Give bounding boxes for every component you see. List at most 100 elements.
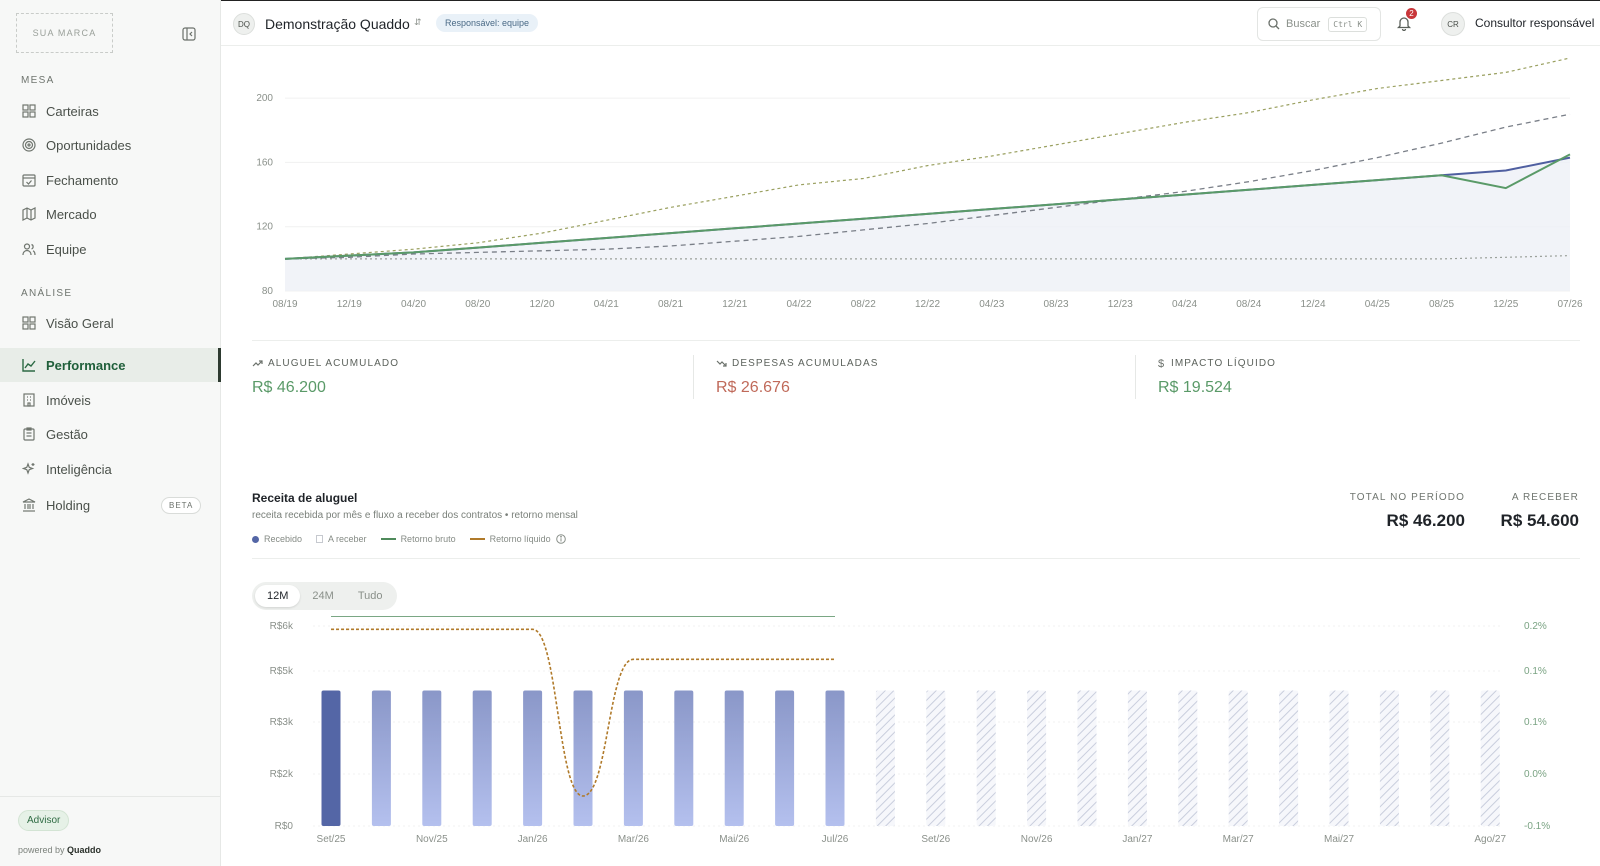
sidebar-item-label: Mercado: [46, 206, 97, 222]
user-avatar[interactable]: CR: [1441, 12, 1465, 36]
x-tick-label: 12/20: [529, 299, 554, 310]
x-tick-label: 08/24: [1236, 299, 1261, 310]
bar-received: [472, 690, 492, 826]
line-chart-icon: [22, 358, 36, 372]
x-tick-label: Nov/26: [1021, 834, 1053, 845]
bar-received: [775, 690, 795, 826]
bank-icon: [22, 498, 36, 512]
x-tick-label: 08/23: [1043, 299, 1068, 310]
y2-tick-label: 0.0%: [1524, 769, 1547, 780]
dollar-icon: $: [1158, 358, 1166, 370]
building-icon: [22, 393, 36, 407]
x-tick-label: Nov/25: [416, 834, 448, 845]
sidebar-item-holding[interactable]: Holding BETA: [0, 488, 221, 522]
sidebar-collapse-icon[interactable]: [182, 27, 196, 41]
map-icon: [22, 207, 36, 221]
sidebar-item-carteiras[interactable]: Carteiras: [0, 94, 221, 128]
calendar-check-icon: [22, 173, 36, 187]
range-24m-button[interactable]: 24M: [312, 590, 334, 602]
kpi-value: R$ 46.200: [252, 379, 326, 396]
sidebar-item-imoveis[interactable]: Imóveis: [0, 383, 221, 417]
bar-receivable: [926, 690, 946, 826]
sidebar-item-visao-geral[interactable]: Visão Geral: [0, 306, 221, 340]
workspace-avatar[interactable]: DQ: [233, 13, 255, 35]
advisor-badge[interactable]: Advisor: [18, 810, 70, 831]
x-tick-label: 04/20: [401, 299, 426, 310]
sidebar-item-oportunidades[interactable]: Oportunidades: [0, 128, 221, 162]
x-tick-label: 08/22: [851, 299, 876, 310]
user-name[interactable]: Consultor responsável: [1475, 16, 1595, 30]
x-tick-label: 12/19: [337, 299, 362, 310]
sidebar-item-performance[interactable]: Performance: [0, 348, 221, 382]
bar-receivable: [1228, 690, 1248, 826]
kpi-label: IMPACTO LÍQUIDO: [1171, 358, 1277, 369]
rent-divider: [252, 558, 1580, 559]
bar-receivable: [1178, 690, 1198, 826]
total-period-value: R$ 46.200: [1386, 511, 1465, 530]
sidebar-item-fechamento[interactable]: Fechamento: [0, 163, 221, 197]
bar-received: [623, 690, 643, 826]
responsible-pill[interactable]: Responsável: equipe: [436, 14, 539, 32]
y-tick-label: R$2k: [270, 769, 294, 780]
sidebar-item-mercado[interactable]: Mercado: [0, 197, 221, 231]
sidebar-item-label: Gestão: [46, 426, 88, 442]
bar-received: [825, 690, 845, 826]
search-input[interactable]: Buscar Ctrl K: [1257, 7, 1381, 41]
y2-tick-label: 0.1%: [1524, 666, 1547, 677]
y-tick-label: R$3k: [270, 717, 294, 728]
sidebar-item-equipe[interactable]: Equipe: [0, 232, 221, 266]
x-tick-label: Jan/26: [518, 834, 548, 845]
range-all-button[interactable]: Tudo: [357, 590, 383, 602]
grid-icon: [22, 104, 36, 118]
sidebar-item-gestao[interactable]: Gestão: [0, 417, 221, 451]
search-shortcut: Ctrl K: [1328, 16, 1368, 32]
total-period-label: TOTAL NO PERÍODO: [1349, 492, 1465, 503]
y-tick-label: R$5k: [270, 666, 294, 677]
kpi-label: DESPESAS ACUMULADAS: [732, 358, 879, 369]
grid-icon: [22, 316, 36, 330]
sidebar-item-label: Inteligência: [46, 461, 112, 477]
x-tick-label: 04/23: [979, 299, 1004, 310]
bar-receivable: [1027, 690, 1047, 826]
bar-receivable: [1077, 690, 1097, 826]
bar-received: [523, 690, 543, 826]
powered-by: powered by Quaddo: [18, 845, 101, 855]
bell-icon[interactable]: [1396, 15, 1412, 32]
performance-line-chart: 80 120 160 200 08/19 12/19 04/20 08/20 12/20 04/2…: [256, 57, 1583, 310]
info-icon[interactable]: [555, 534, 566, 544]
series-line-dotted-gray: [285, 255, 1571, 260]
x-tick-label: 12/24: [1300, 299, 1325, 310]
x-tick-label: 04/22: [786, 299, 811, 310]
x-tick-label: Mar/26: [618, 834, 650, 845]
legend-retorno-bruto: Retorno bruto: [380, 534, 456, 544]
sidebar-item-label: Fechamento: [46, 172, 119, 188]
y-tick-label: R$6k: [270, 621, 294, 632]
x-tick-label: Mai/27: [1324, 834, 1354, 845]
workspace-name[interactable]: Demonstração Quaddo: [265, 16, 410, 32]
y2-tick-label: 0.1%: [1524, 717, 1547, 728]
sidebar-item-label: Holding: [46, 497, 91, 513]
x-tick-label: Set/26: [921, 834, 950, 845]
rent-title: Receita de aluguel: [252, 491, 358, 505]
chevron-updown-icon[interactable]: ⇵: [414, 17, 422, 27]
trend-up-icon: [252, 358, 263, 369]
sidebar-item-label: Imóveis: [46, 392, 91, 408]
rent-legend: Recebido A receber Retorno bruto Retorno…: [252, 534, 580, 544]
series-line-dashed-olive: [284, 57, 1571, 260]
legend-a-receber: A receber: [316, 534, 367, 544]
powered-brand: Quaddo: [67, 845, 102, 855]
range-selector: 12M 24M Tudo: [252, 582, 398, 610]
chart-divider: [252, 340, 1580, 341]
x-tick-label: Set/25: [317, 834, 346, 845]
sidebar-item-inteligencia[interactable]: Inteligência: [0, 452, 221, 486]
legend-recebido: Recebido: [252, 534, 302, 544]
range-12m-button[interactable]: 12M: [255, 585, 301, 607]
brand-logo-placeholder[interactable]: SUA MARCA: [16, 13, 113, 53]
sidebar-divider: [0, 796, 221, 797]
x-tick-label: 08/19: [272, 299, 297, 310]
legend-label: Recebido: [264, 534, 303, 544]
bar-receivable: [1480, 690, 1500, 826]
series-line-solid-green: [284, 153, 1571, 260]
kpi-separator: [1135, 355, 1136, 399]
kpi-despesas-acumuladas: DESPESAS ACUMULADAS R$ 26.676: [716, 358, 879, 397]
